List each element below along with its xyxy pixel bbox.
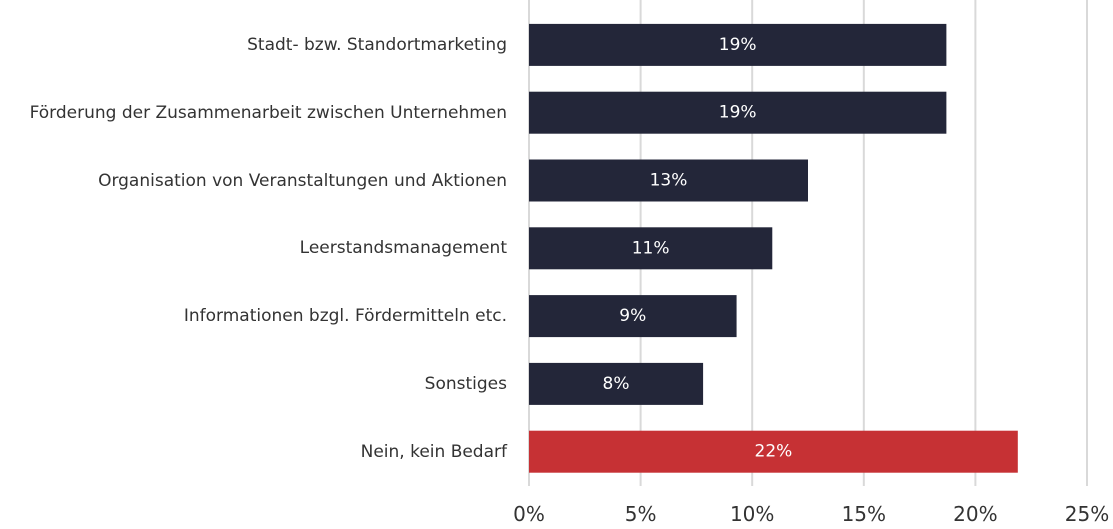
bar [529, 295, 737, 338]
bar [529, 159, 808, 202]
category-label: Informationen bzgl. Fördermitteln etc. [183, 306, 507, 327]
category-label: Förderung der Zusammenarbeit zwischen Un… [29, 102, 507, 123]
data-label: 13% [650, 171, 688, 191]
data-label: 19% [719, 103, 757, 123]
bar [529, 91, 947, 134]
bar [529, 362, 704, 405]
x-tick-label: 10% [729, 502, 775, 526]
x-tick-label: 5% [624, 502, 657, 526]
bar [529, 227, 773, 270]
x-tick-label: 25% [1064, 502, 1110, 526]
data-label: 11% [632, 238, 670, 258]
category-label: Sonstiges [424, 373, 507, 394]
data-label: 19% [719, 35, 757, 55]
x-tick-label: 0% [513, 502, 545, 526]
x-tick-label: 15% [841, 502, 887, 526]
category-label: Nein, kein Bedarf [360, 441, 507, 462]
category-label: Organisation von Veranstaltungen und Akt… [98, 170, 507, 191]
category-label: Leerstandsmanagement [299, 238, 507, 259]
data-label: 8% [603, 374, 630, 394]
x-tick-label: 20% [953, 502, 998, 526]
bar [529, 430, 1018, 473]
data-label: 22% [755, 442, 793, 462]
bar [529, 23, 947, 66]
category-label: Stadt- bzw. Standortmarketing [247, 34, 507, 55]
data-label: 9% [619, 306, 646, 326]
